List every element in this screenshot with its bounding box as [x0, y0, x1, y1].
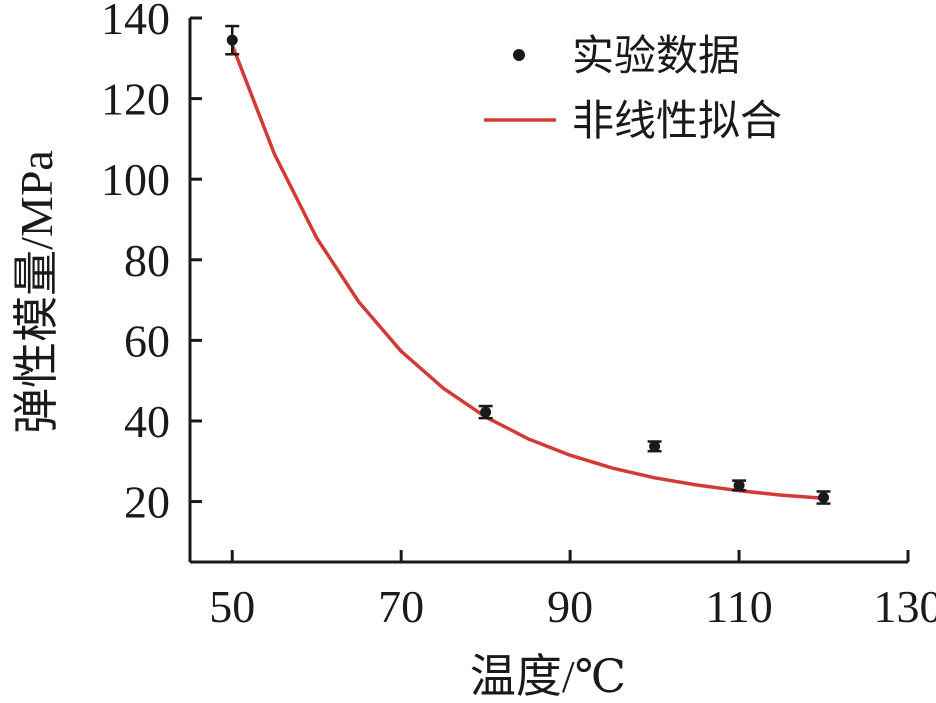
y-tick-label: 60	[124, 315, 170, 366]
y-tick-label: 80	[124, 235, 170, 286]
data-point	[226, 34, 238, 46]
data-point	[818, 492, 830, 504]
y-axis-title: 弹性模量/MPa	[11, 150, 62, 434]
data-point	[733, 479, 745, 491]
fit-series	[230, 44, 824, 501]
y-tick-label: 100	[101, 154, 170, 205]
ticks: 50 70 90 110 130 20 40 60 80 100 120 140	[101, 0, 936, 632]
legend-marker-points	[513, 49, 525, 61]
x-axis-title: 温度/℃	[470, 651, 626, 702]
axes	[188, 18, 908, 564]
data-series	[225, 24, 831, 505]
y-tick-label: 140	[101, 0, 170, 44]
y-tick-label: 20	[124, 477, 170, 528]
y-tick-label: 40	[124, 396, 170, 447]
data-point	[649, 440, 661, 452]
y-tick-label: 120	[101, 74, 170, 125]
x-tick-label: 110	[705, 581, 772, 632]
data-point	[480, 406, 492, 418]
legend-label-fit: 非线性拟合	[572, 99, 782, 145]
x-tick-label: 50	[209, 581, 255, 632]
x-tick-label: 70	[378, 581, 424, 632]
fit-curve	[230, 44, 824, 501]
x-tick-label: 90	[547, 581, 593, 632]
legend-label-points: 实验数据	[572, 33, 740, 80]
x-tick-label: 130	[874, 581, 936, 632]
